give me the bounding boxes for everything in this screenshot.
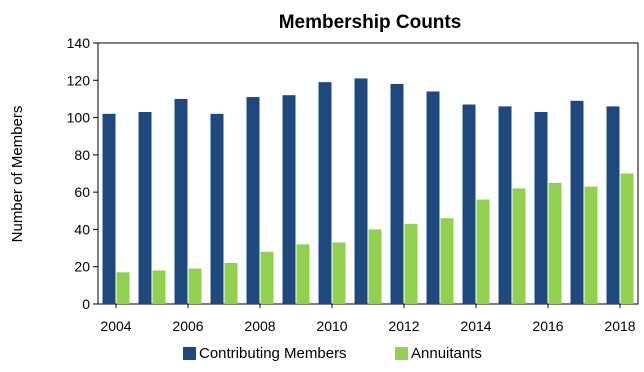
y-tick-label: 100 — [67, 110, 91, 126]
bar-annuitants — [332, 242, 346, 304]
bar-contributing-members — [210, 113, 224, 304]
legend-label: Contributing Members — [199, 345, 347, 362]
x-tick-label: 2010 — [316, 318, 347, 334]
bar-annuitants — [584, 186, 598, 304]
x-tick-label: 2012 — [388, 318, 419, 334]
bar-contributing-members — [426, 91, 440, 304]
x-tick-label: 2004 — [100, 318, 131, 334]
bar-contributing-members — [534, 111, 548, 304]
bar-contributing-members — [498, 106, 512, 304]
bar-contributing-members — [390, 84, 404, 304]
bar-annuitants — [260, 251, 274, 304]
bar-annuitants — [512, 188, 526, 304]
bar-contributing-members — [462, 104, 476, 305]
plot-area: 0 20 40 60 80 100 120 140 2004 2006 2008 2010 2012 20… — [67, 35, 639, 334]
x-tick-label: 2018 — [604, 318, 635, 334]
bar-annuitants — [548, 182, 562, 304]
bar-annuitants — [224, 262, 238, 304]
bar-contributing-members — [354, 78, 368, 305]
y-tick-label: 120 — [67, 72, 91, 88]
bar-annuitants — [368, 229, 382, 304]
bar-contributing-members — [102, 113, 116, 304]
bar-annuitants — [152, 270, 166, 304]
bar-annuitants — [116, 272, 130, 304]
legend: Contributing Members Annuitants — [183, 345, 482, 362]
bar-annuitants — [296, 244, 310, 304]
y-tick-label: 60 — [74, 184, 90, 200]
bar-annuitants — [440, 218, 454, 304]
bar-annuitants — [620, 173, 634, 304]
x-tick-label: 2014 — [460, 318, 491, 334]
y-axis-label: Number of Members — [9, 106, 26, 243]
y-tick-label: 40 — [74, 221, 90, 237]
bar-annuitants — [404, 223, 418, 304]
legend-swatch — [183, 347, 196, 360]
x-tick-label: 2008 — [244, 318, 275, 334]
y-tick-label: 0 — [82, 296, 90, 312]
bar-contributing-members — [570, 100, 584, 305]
bar-contributing-members — [606, 106, 620, 304]
y-tick-label: 20 — [74, 259, 90, 275]
bar-contributing-members — [174, 98, 188, 304]
bar-annuitants — [476, 199, 490, 304]
bar-contributing-members — [138, 111, 152, 304]
x-tick-label: 2006 — [172, 318, 203, 334]
x-tick-label: 2016 — [532, 318, 563, 334]
legend-label: Annuitants — [411, 345, 482, 362]
chart-title: Membership Counts — [279, 12, 462, 33]
y-tick-label: 140 — [67, 35, 91, 51]
plot-frame — [97, 42, 639, 305]
y-tick-label: 80 — [74, 147, 90, 163]
bar-contributing-members — [246, 97, 260, 304]
bar-contributing-members — [318, 82, 332, 305]
legend-swatch — [395, 347, 408, 360]
bar-annuitants — [188, 268, 202, 304]
bar-contributing-members — [282, 95, 296, 304]
